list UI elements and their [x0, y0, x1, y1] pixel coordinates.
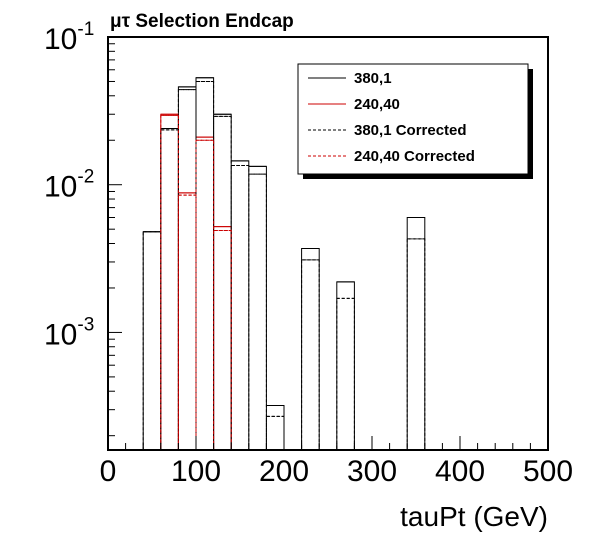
chart-title: μτ Selection Endcap	[110, 11, 294, 32]
legend: 380,1 240,40 380,1 Corrected 240,40 Correct…	[297, 63, 533, 179]
legend-label: 240,40 Corrected	[354, 148, 475, 165]
x-tick-label: 200	[259, 455, 309, 488]
axes-group: 0 100 200 300 400 500 10-3 10-2 10-1	[44, 19, 573, 488]
legend-label: 380,1	[354, 70, 392, 87]
legend-label: 380,1 Corrected	[354, 122, 467, 139]
x-tick-label: 0	[100, 455, 117, 488]
x-tick-label: 400	[435, 455, 485, 488]
y-tick-label: 10-3	[44, 314, 94, 351]
y-tick-label: 10-1	[44, 19, 94, 56]
x-tick-label: 100	[171, 455, 221, 488]
x-tick-label: 300	[347, 455, 397, 488]
y-tick-label: 10-2	[44, 167, 94, 204]
legend-box	[297, 63, 529, 175]
x-tick-label: 500	[523, 455, 573, 488]
legend-label: 240,40	[354, 96, 400, 113]
x-axis-label: tauPt (GeV)	[400, 501, 548, 532]
